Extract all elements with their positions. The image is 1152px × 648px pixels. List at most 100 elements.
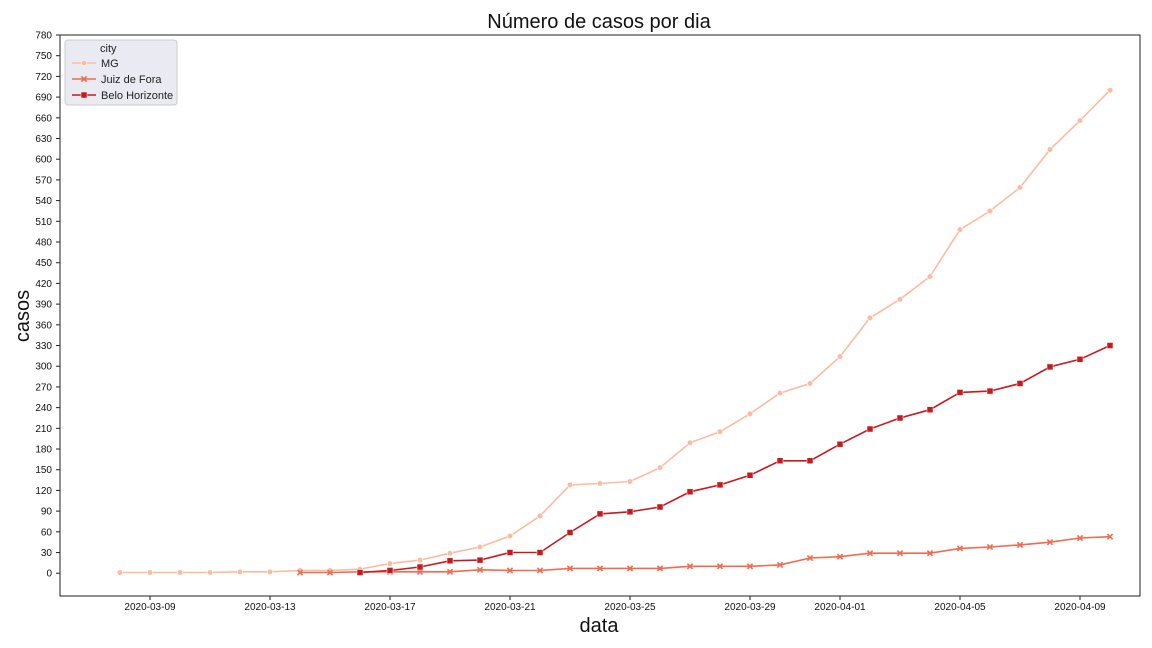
data-point-mg: [566, 481, 574, 489]
series-line-juiz-de-fora: [300, 535, 1111, 574]
data-point-belo-horizonte: [836, 440, 844, 448]
data-point-juiz-de-fora: [446, 568, 454, 576]
data-point-belo-horizonte: [656, 503, 664, 511]
data-point-mg: [446, 550, 454, 557]
data-point-juiz-de-fora: [776, 561, 784, 569]
data-point-belo-horizonte: [986, 387, 994, 395]
data-point-mg: [1046, 146, 1054, 153]
legend-marker: [80, 91, 88, 99]
data-point-juiz-de-fora: [1106, 533, 1114, 540]
y-tick-label: 270: [35, 382, 52, 393]
data-point-juiz-de-fora: [596, 565, 604, 572]
y-tick-label: 330: [35, 341, 52, 352]
y-tick-label: 180: [35, 445, 52, 456]
data-point-mg: [836, 353, 844, 360]
data-point-juiz-de-fora: [506, 567, 514, 574]
data-point-belo-horizonte: [716, 481, 724, 489]
data-point-juiz-de-fora: [716, 563, 724, 570]
x-tick-label: 2020-03-29: [724, 602, 776, 613]
data-point-mg: [206, 569, 214, 576]
legend-item-belo-horizonte: Belo Horizonte: [72, 90, 173, 102]
data-point-juiz-de-fora: [1076, 534, 1084, 542]
data-point-mg: [146, 569, 154, 576]
y-tick-label: 480: [35, 238, 52, 249]
data-point-mg: [386, 560, 394, 567]
data-point-belo-horizonte: [1106, 342, 1114, 349]
legend-item-juiz-de-fora: Juiz de Fora: [72, 74, 162, 86]
x-tick-label: 2020-03-13: [244, 602, 296, 613]
data-point-juiz-de-fora: [296, 569, 304, 576]
data-point-mg: [956, 226, 964, 233]
data-point-mg: [986, 207, 994, 215]
y-tick-label: 660: [35, 113, 52, 124]
data-point-belo-horizonte: [956, 389, 964, 396]
x-tick-label: 2020-04-01: [814, 602, 866, 613]
data-point-belo-horizonte: [926, 406, 934, 413]
data-point-mg: [926, 273, 934, 280]
data-point-belo-horizonte: [1016, 380, 1024, 387]
data-point-mg: [716, 428, 724, 435]
data-point-juiz-de-fora: [896, 550, 904, 557]
data-point-juiz-de-fora: [866, 550, 874, 557]
y-tick-label: 510: [35, 217, 52, 228]
data-point-mg: [626, 478, 634, 485]
data-point-juiz-de-fora: [656, 565, 664, 572]
data-point-mg: [116, 569, 124, 576]
data-point-belo-horizonte: [446, 557, 454, 565]
data-point-juiz-de-fora: [926, 550, 934, 557]
x-tick-label: 2020-03-25: [604, 602, 656, 613]
y-tick-label: 780: [35, 31, 52, 42]
x-tick-label: 2020-03-17: [364, 602, 416, 613]
y-tick-label: 450: [35, 258, 52, 269]
data-point-mg: [1106, 87, 1114, 94]
data-point-mg: [1016, 184, 1024, 191]
data-point-mg: [266, 568, 274, 575]
y-tick-label: 540: [35, 196, 52, 207]
legend-label: Juiz de Fora: [101, 74, 162, 86]
series-belo-horizonte: [356, 342, 1114, 576]
y-tick-label: 60: [41, 527, 53, 538]
y-tick-label: 0: [46, 569, 52, 580]
y-tick-label: 420: [35, 279, 52, 290]
data-point-juiz-de-fora: [326, 569, 334, 576]
y-tick-label: 390: [35, 300, 52, 311]
data-point-belo-horizonte: [536, 549, 544, 556]
data-point-mg: [776, 390, 784, 397]
y-tick-label: 630: [35, 134, 52, 145]
data-point-mg: [476, 543, 484, 551]
y-tick-label: 30: [41, 548, 53, 559]
y-tick-label: 570: [35, 175, 52, 186]
data-point-belo-horizonte: [566, 529, 574, 536]
data-point-juiz-de-fora: [986, 543, 994, 551]
data-point-mg: [896, 296, 904, 303]
data-point-mg: [656, 464, 664, 471]
y-tick-label: 210: [35, 424, 52, 435]
y-tick-label: 360: [35, 320, 52, 331]
y-tick-label: 300: [35, 362, 52, 373]
data-point-belo-horizonte: [686, 488, 694, 496]
data-point-mg: [416, 557, 424, 564]
series-mg: [116, 87, 1114, 576]
data-point-belo-horizonte: [596, 510, 604, 518]
data-point-juiz-de-fora: [566, 565, 574, 572]
data-point-mg: [1076, 117, 1084, 124]
data-point-belo-horizonte: [626, 508, 634, 516]
y-tick-label: 150: [35, 465, 52, 476]
data-point-mg: [866, 314, 874, 322]
data-point-belo-horizonte: [476, 556, 484, 564]
data-point-juiz-de-fora: [476, 566, 484, 573]
data-point-juiz-de-fora: [626, 565, 634, 572]
data-point-juiz-de-fora: [836, 553, 844, 560]
data-point-belo-horizonte: [416, 563, 424, 571]
data-point-mg: [686, 439, 694, 446]
data-point-belo-horizonte: [866, 425, 874, 433]
legend-marker: [80, 75, 88, 83]
data-point-mg: [806, 380, 814, 387]
data-point-mg: [746, 410, 754, 417]
y-tick-label: 690: [35, 93, 52, 104]
legend-item-mg: MG: [72, 58, 119, 70]
data-point-belo-horizonte: [506, 549, 514, 556]
y-tick-label: 120: [35, 486, 52, 497]
series-layer: [116, 87, 1114, 576]
